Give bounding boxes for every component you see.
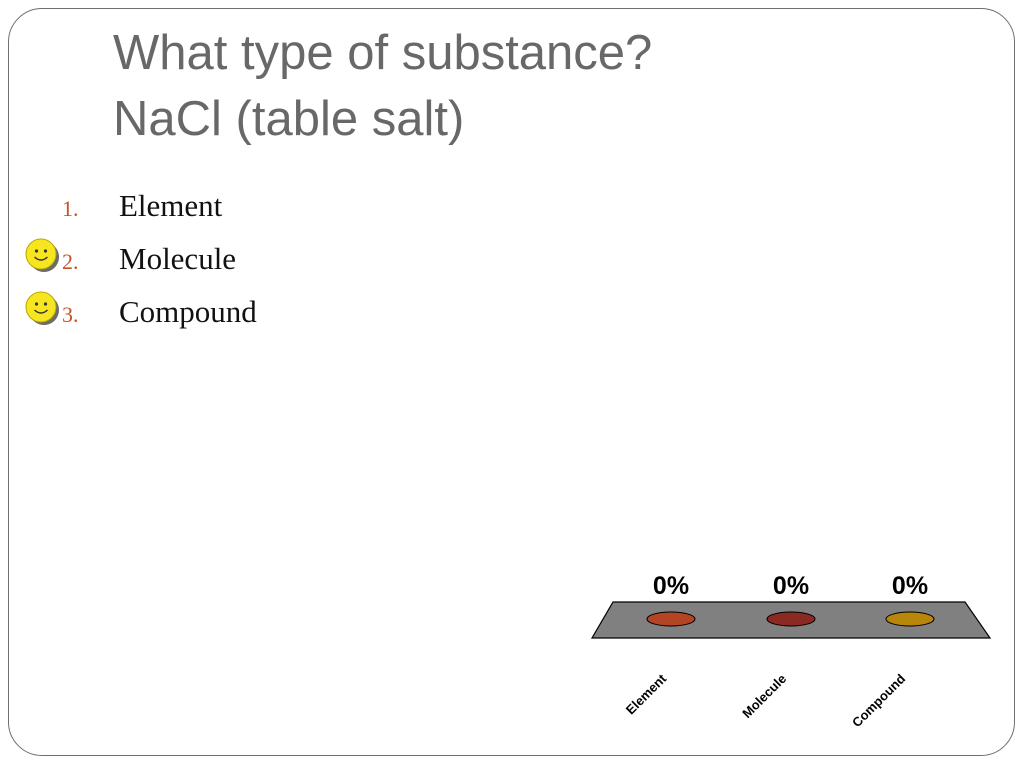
option-label: Compound bbox=[119, 294, 257, 329]
option-number: 2. bbox=[62, 249, 79, 274]
chart-value-label: 0% bbox=[892, 572, 928, 600]
response-chart-svg: 0% Element 0% Molecule 0% Compound bbox=[590, 572, 992, 730]
slide-title: What type of substance? NaCl (table salt… bbox=[113, 20, 652, 152]
option-label: Molecule bbox=[119, 241, 237, 276]
title-line-question: What type of substance? bbox=[113, 26, 653, 80]
chart-category-label: Molecule bbox=[739, 671, 789, 721]
option-number: 1. bbox=[62, 196, 79, 221]
title-line-substance: NaCl (table salt) bbox=[113, 92, 465, 146]
smiley-face-icon bbox=[25, 291, 59, 325]
chart-bar-element bbox=[646, 611, 696, 627]
chart-category-label: Element bbox=[623, 671, 670, 718]
option-number: 3. bbox=[62, 302, 79, 327]
option-label: Element bbox=[119, 188, 223, 223]
chart-bar-compound bbox=[885, 611, 935, 627]
chart-category-label: Compound bbox=[849, 671, 908, 730]
chart-bar-molecule bbox=[766, 611, 816, 627]
chart-value-label: 0% bbox=[773, 572, 809, 600]
chart-value-label: 0% bbox=[653, 572, 689, 600]
chart-marks: 0% Element 0% Molecule 0% Compound bbox=[623, 572, 935, 730]
smiley-face-icon bbox=[25, 238, 59, 272]
response-chart: 0% Element 0% Molecule 0% Compound bbox=[585, 560, 1005, 730]
